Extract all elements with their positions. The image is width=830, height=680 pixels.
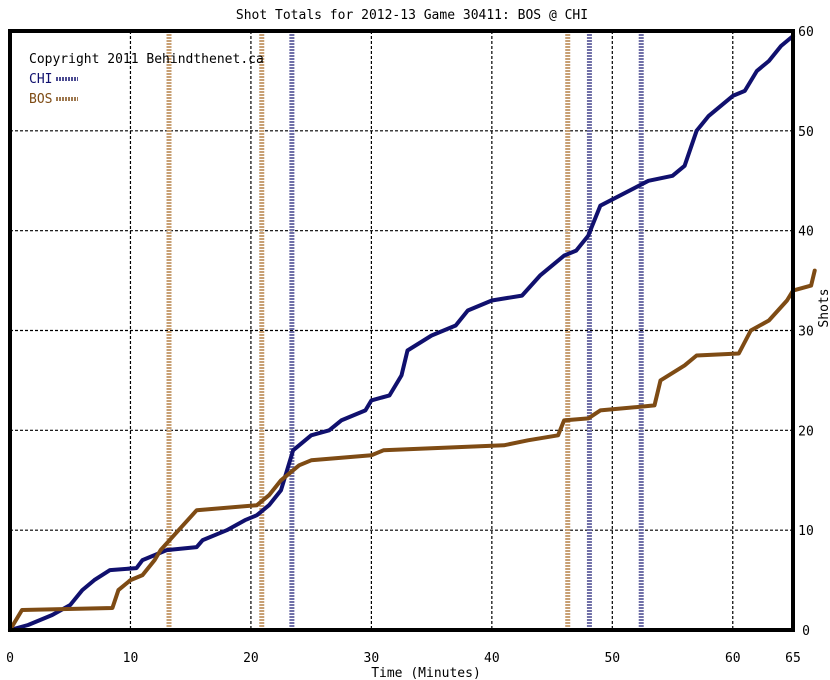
legend: CHI BOS (29, 72, 78, 107)
y-tick-labels: 0 10 20 30 40 50 60 (798, 25, 814, 639)
y-tick-label-30: 30 (798, 325, 814, 340)
legend-label-chi: CHI (29, 72, 52, 87)
y-tick-label-20: 20 (798, 424, 814, 439)
x-tick-label-40: 40 (484, 651, 500, 666)
y-tick-label-60: 60 (798, 25, 814, 40)
x-tick-label-60: 60 (725, 651, 741, 666)
y-axis-label: Shots (817, 288, 830, 327)
x-tick-label-65: 65 (785, 651, 801, 666)
x-tick-label-30: 30 (364, 651, 380, 666)
y-tick-label-40: 40 (798, 225, 814, 240)
y-tick-label-50: 50 (798, 125, 814, 140)
x-tick-labels: 0 10 20 30 40 50 60 65 (6, 651, 801, 666)
y-tick-label-0: 0 (802, 624, 810, 639)
y-tick-label-10: 10 (798, 524, 814, 539)
series-line-bos (8, 268, 817, 632)
plot-frame (8, 29, 795, 632)
x-axis-label: Time (Minutes) (371, 666, 481, 680)
series-lines (8, 34, 817, 632)
legend-label-bos: BOS (29, 92, 52, 107)
copyright-label: Copyright 2011 Behindthenet.ca (29, 52, 264, 67)
series-line-chi (8, 34, 795, 632)
event-markers (166, 31, 644, 630)
x-tick-label-50: 50 (604, 651, 620, 666)
x-tick-label-20: 20 (243, 651, 259, 666)
x-tick-label-10: 10 (123, 651, 139, 666)
x-tick-label-0: 0 (6, 651, 14, 666)
grid-lines (10, 31, 793, 630)
chart-title: Shot Totals for 2012-13 Game 30411: BOS … (236, 8, 588, 23)
